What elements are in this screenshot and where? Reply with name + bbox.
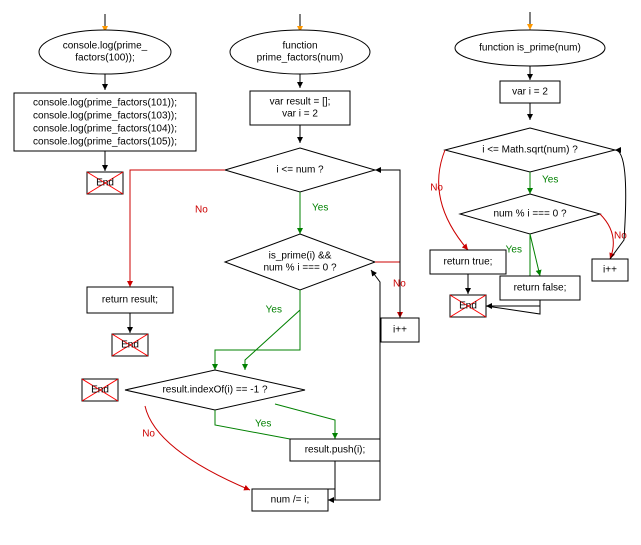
svg-text:Yes: Yes — [542, 175, 558, 186]
svg-text:num % i === 0 ?: num % i === 0 ? — [493, 209, 567, 220]
svg-text:console.log(prime_: console.log(prime_ — [63, 41, 148, 52]
svg-text:Yes: Yes — [255, 419, 271, 430]
svg-text:Yes: Yes — [506, 245, 522, 256]
svg-text:console.log(prime_factors(101): console.log(prime_factors(101)); — [33, 98, 177, 109]
svg-text:var result = [];: var result = []; — [270, 97, 331, 108]
svg-text:return true;: return true; — [444, 257, 493, 268]
svg-text:function: function — [282, 41, 317, 52]
svg-text:var i = 2: var i = 2 — [512, 87, 548, 98]
svg-text:No: No — [614, 231, 627, 242]
svg-text:No: No — [142, 429, 155, 440]
svg-text:return false;: return false; — [514, 283, 567, 294]
svg-text:End: End — [459, 301, 477, 312]
svg-text:Yes: Yes — [266, 305, 282, 316]
svg-text:prime_factors(num): prime_factors(num) — [257, 53, 344, 64]
svg-text:is_prime(i) &&: is_prime(i) && — [269, 251, 332, 262]
svg-text:End: End — [91, 385, 109, 396]
svg-text:result.indexOf(i) == -1 ?: result.indexOf(i) == -1 ? — [162, 385, 267, 396]
svg-text:End: End — [121, 340, 139, 351]
svg-text:console.log(prime_factors(103): console.log(prime_factors(103)); — [33, 111, 177, 122]
svg-text:result.push(i);: result.push(i); — [305, 445, 366, 456]
svg-text:return result;: return result; — [102, 295, 158, 306]
svg-text:i <= Math.sqrt(num) ?: i <= Math.sqrt(num) ? — [482, 145, 578, 156]
svg-text:function is_prime(num): function is_prime(num) — [479, 43, 581, 54]
svg-text:console.log(prime_factors(104): console.log(prime_factors(104)); — [33, 124, 177, 135]
svg-text:No: No — [430, 183, 443, 194]
svg-text:Yes: Yes — [312, 203, 328, 214]
svg-text:i++: i++ — [603, 265, 617, 276]
svg-text:var i = 2: var i = 2 — [282, 109, 318, 120]
svg-text:console.log(prime_factors(105): console.log(prime_factors(105)); — [33, 137, 177, 148]
svg-text:num /= i;: num /= i; — [271, 495, 310, 506]
svg-text:num % i === 0 ?: num % i === 0 ? — [263, 263, 337, 274]
svg-text:factors(100));: factors(100)); — [75, 53, 134, 64]
svg-text:No: No — [195, 205, 208, 216]
svg-text:i++: i++ — [393, 325, 407, 336]
svg-text:i <= num ?: i <= num ? — [276, 165, 324, 176]
svg-text:End: End — [96, 178, 114, 189]
